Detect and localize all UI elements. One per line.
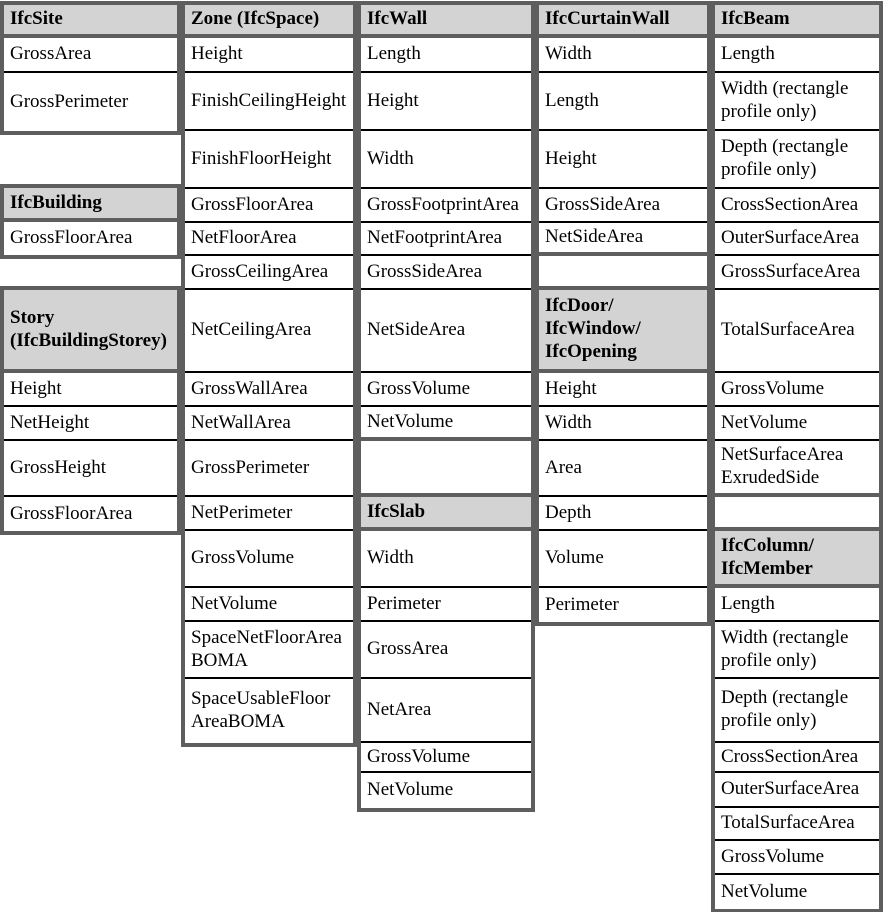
cell-height: Height	[185, 38, 353, 73]
header-cell-zone-ifcspace: Zone (IfcSpace)	[185, 5, 353, 38]
header-cell-story-ifcbuildingstorey: Story (IfcBuildingStorey)	[4, 290, 177, 373]
cell-area: Area	[539, 441, 707, 497]
cell-grossvolume: GrossVolume	[361, 373, 531, 407]
cell-length: Length	[361, 38, 531, 73]
cell-depth-rectangle-profile-only: Depth (rectangle profile only)	[715, 679, 879, 743]
cell-grossarea: GrossArea	[4, 38, 177, 73]
spacer-cell	[361, 441, 531, 497]
cell-outersurfacearea: OuterSurfaceArea	[715, 223, 879, 256]
header-cell-ifcsite: IfcSite	[4, 5, 177, 38]
spacer-cell	[715, 497, 879, 531]
column-wall-slab: IfcWall Length Height Width GrossFootprintAr…	[357, 1, 535, 812]
cell-width: Width	[361, 131, 531, 189]
cell-netfootprintarea: NetFootprintArea	[361, 223, 531, 256]
block-ifcbuilding: IfcBuilding GrossFloorArea	[0, 184, 181, 259]
cell-width: Width	[539, 407, 707, 441]
cell-grossvolume: GrossVolume	[185, 531, 353, 588]
header-cell-ifcslab: IfcSlab	[361, 497, 531, 531]
cell-netvolume: NetVolume	[361, 407, 531, 441]
cell-netvolume: NetVolume	[185, 588, 353, 622]
cell-netfloorarea: NetFloorArea	[185, 223, 353, 256]
cell-width-rectangle-profile-only: Width (rectangle profile only)	[715, 73, 879, 131]
block-curtainwall-openings: IfcCurtainWall Width Length Height GrossSide…	[535, 1, 711, 626]
cell-netheight: NetHeight	[4, 407, 177, 441]
cell-crosssectionarea: CrossSectionArea	[715, 743, 879, 773]
cell-depth-rectangle-profile-only: Depth (rectangle profile only)	[715, 131, 879, 189]
cell-width-rectangle-profile-only: Width (rectangle profile only)	[715, 622, 879, 679]
cell-grossvolume: GrossVolume	[715, 841, 879, 875]
cell-height: Height	[539, 131, 707, 189]
cell-grossfloorarea: GrossFloorArea	[10, 227, 133, 248]
block-wall-slab: IfcWall Length Height Width GrossFootprintAr…	[357, 1, 535, 812]
column-site-building-story: IfcSite GrossArea GrossPerimeter IfcBuildin…	[0, 1, 181, 535]
cell-height: Height	[539, 373, 707, 407]
cell-grossfloorarea: GrossFloorArea	[185, 189, 353, 223]
cell-grossceilingarea: GrossCeilingArea	[185, 256, 353, 290]
cell-grossarea: GrossArea	[361, 622, 531, 679]
cell-volume: Volume	[539, 531, 707, 588]
header-cell-ifcwall: IfcWall	[361, 5, 531, 38]
cell-totalsurfacearea: TotalSurfaceArea	[715, 808, 879, 841]
cell-netperimeter: NetPerimeter	[185, 497, 353, 531]
cell-netceilingarea: NetCeilingArea	[185, 290, 353, 373]
cell-grossfootprintarea: GrossFootprintArea	[361, 189, 531, 223]
cell-netvolume: NetVolume	[715, 407, 879, 441]
cell-grossfloorarea: GrossFloorArea	[10, 502, 133, 524]
cell-perimeter: Perimeter	[545, 593, 619, 615]
header-cell-ifccolumn-ifcmember: IfcColumn/ IfcMember	[715, 531, 879, 588]
block-zone-space: Zone (IfcSpace) Height FinishCeilingHeight…	[181, 1, 357, 747]
header-cell-ifcbuilding: IfcBuilding	[4, 188, 177, 222]
cell-netwallarea: NetWallArea	[185, 407, 353, 441]
cell-height: Height	[361, 73, 531, 131]
cell-spacenetfloorarea-boma: SpaceNetFloorArea BOMA	[185, 622, 353, 679]
cell-depth: Depth	[539, 497, 707, 531]
cell-outersurfacearea: OuterSurfaceArea	[715, 773, 879, 808]
cell-netvolume: NetVolume	[367, 779, 454, 800]
column-zone-space: Zone (IfcSpace) Height FinishCeilingHeight…	[181, 1, 357, 747]
cell-grossvolume: GrossVolume	[715, 373, 879, 407]
cell-grossheight: GrossHeight	[4, 441, 177, 497]
cell-grossperimeter: GrossPerimeter	[185, 441, 353, 497]
cell-finishfloorheight: FinishFloorHeight	[185, 131, 353, 189]
block-story-ifcbuildingstorey: Story (IfcBuildingStorey) Height NetHeight…	[0, 286, 181, 535]
column-beam-column-member: IfcBeam Length Width (rectangle profile on…	[711, 1, 883, 912]
header-cell-ifcdoor-ifcwindow-ifcopening: IfcDoor/ IfcWindow/ IfcOpening	[539, 290, 707, 373]
cell-netsidearea: NetSideArea	[539, 223, 707, 256]
cell-netarea: NetArea	[361, 679, 531, 743]
cell-length: Length	[715, 38, 879, 73]
block-ifcsite: IfcSite GrossArea GrossPerimeter	[0, 1, 181, 135]
cell-netvolume: NetVolume	[721, 880, 808, 902]
cell-perimeter: Perimeter	[361, 588, 531, 622]
spacer-cell	[539, 256, 707, 290]
cell-crosssectionarea: CrossSectionArea	[715, 189, 879, 223]
cell-height: Height	[4, 373, 177, 407]
cell-length: Length	[539, 73, 707, 131]
cell-grosssidearea: GrossSideArea	[361, 256, 531, 290]
cell-spaceusablefloor-areaboma: SpaceUsableFloor AreaBOMA	[191, 688, 331, 732]
header-cell-ifcbeam: IfcBeam	[715, 5, 879, 38]
cell-length: Length	[715, 588, 879, 622]
cell-width: Width	[361, 531, 531, 588]
cell-netsidearea: NetSideArea	[361, 290, 531, 373]
cell-grossvolume: GrossVolume	[361, 743, 531, 773]
cell-grosssidearea: GrossSideArea	[539, 189, 707, 223]
header-cell-ifccurtainwall: IfcCurtainWall	[539, 5, 707, 38]
cell-netsurfacearea-exrudedside: NetSurfaceArea ExrudedSide	[715, 441, 879, 497]
cell-finishceilingheight: FinishCeilingHeight	[185, 73, 353, 131]
cell-grossperimeter: GrossPerimeter	[10, 90, 129, 112]
cell-grosssurfacearea: GrossSurfaceArea	[715, 256, 879, 290]
cell-width: Width	[539, 38, 707, 73]
cell-grosswallarea: GrossWallArea	[185, 373, 353, 407]
column-curtainwall-openings: IfcCurtainWall Width Length Height GrossSide…	[535, 1, 711, 626]
cell-totalsurfacearea: TotalSurfaceArea	[715, 290, 879, 373]
block-beam-column-member: IfcBeam Length Width (rectangle profile on…	[711, 1, 883, 912]
